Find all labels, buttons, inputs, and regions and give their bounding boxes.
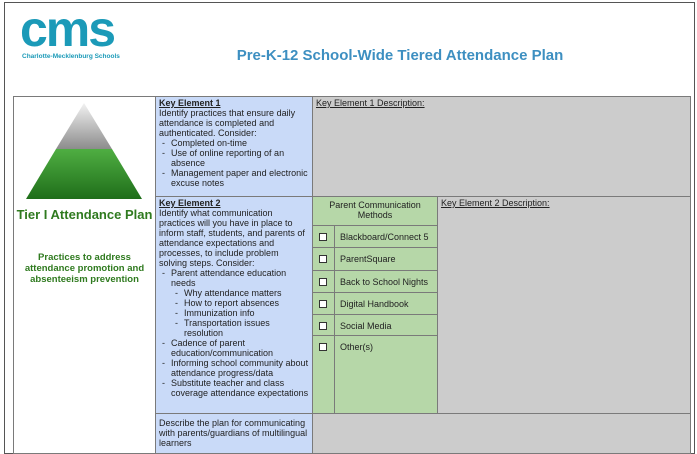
method-label: ParentSquare bbox=[340, 254, 396, 264]
method-row: Social Media bbox=[313, 314, 437, 337]
sub-item: How to report absences bbox=[175, 298, 309, 308]
key-element-2-description: Key Element 2 Description: bbox=[437, 196, 691, 414]
checkbox-cell bbox=[313, 336, 335, 414]
tier-heading: Tier I Attendance Plan bbox=[16, 207, 153, 222]
list-item: Parent attendance education needs Why at… bbox=[162, 268, 309, 338]
method-row: Back to School Nights bbox=[313, 270, 437, 293]
key-element-2-title: Key Element 2 bbox=[159, 198, 221, 208]
checkbox-cell bbox=[313, 315, 335, 337]
key-element-1: Key Element 1 Identify practices that en… bbox=[155, 96, 313, 197]
description-label: Key Element 2 Description: bbox=[441, 198, 550, 208]
description-label: Key Element 1 Description: bbox=[316, 98, 425, 108]
logo-subtitle: Charlotte-Mecklenburg Schools bbox=[22, 53, 120, 60]
key-element-2-intro: Identify what communication practices wi… bbox=[159, 208, 305, 268]
sub-item: Immunization info bbox=[175, 308, 309, 318]
method-label: Other(s) bbox=[340, 342, 374, 352]
key-element-1-title: Key Element 1 bbox=[159, 98, 221, 108]
logo: cms bbox=[20, 1, 116, 57]
sub-item: Transportation issues resolution bbox=[175, 318, 309, 338]
tier-subheading: Practices to address attendance promotio… bbox=[24, 252, 145, 285]
key-element-1-description: Key Element 1 Description: bbox=[312, 96, 691, 197]
method-label: Back to School Nights bbox=[340, 277, 429, 287]
multilingual-response bbox=[312, 413, 691, 454]
title: Pre-K-12 School-Wide Tiered Attendance P… bbox=[236, 47, 564, 64]
list-item: Cadence of parent education/communicatio… bbox=[162, 338, 309, 358]
checkbox-cell bbox=[313, 226, 335, 248]
list-item: Substitute teacher and class coverage at… bbox=[162, 378, 309, 398]
checkbox-cell bbox=[313, 271, 335, 293]
checkbox[interactable] bbox=[319, 300, 327, 308]
list-item: Management paper and electronic excuse n… bbox=[162, 168, 309, 188]
method-label: Social Media bbox=[340, 321, 392, 331]
checkbox-cell bbox=[313, 248, 335, 270]
list-item-text: Parent attendance education needs bbox=[171, 268, 287, 288]
multilingual-prompt: Describe the plan for communicating with… bbox=[155, 413, 313, 454]
pyramid-top bbox=[56, 103, 112, 149]
pyramid bbox=[26, 103, 142, 199]
checkbox[interactable] bbox=[319, 255, 327, 263]
method-row: ParentSquare bbox=[313, 247, 437, 270]
communication-methods: Parent Communication Methods Blackboard/… bbox=[312, 196, 438, 414]
list-item: Informing school community about attenda… bbox=[162, 358, 309, 378]
method-label: Blackboard/Connect 5 bbox=[340, 232, 429, 242]
communication-header: Parent Communication Methods bbox=[329, 200, 421, 220]
method-row: Other(s) bbox=[313, 335, 437, 414]
left-cell: Tier I Attendance Plan Practices to addr… bbox=[13, 96, 156, 454]
key-element-1-list: Completed on-time Use of online reportin… bbox=[159, 138, 309, 188]
sub-list: Why attendance matters How to report abs… bbox=[171, 288, 309, 338]
checkbox[interactable] bbox=[319, 322, 327, 330]
sub-item: Why attendance matters bbox=[175, 288, 309, 298]
method-row: Digital Handbook bbox=[313, 292, 437, 315]
key-element-2: Key Element 2 Identify what communicatio… bbox=[155, 196, 313, 414]
method-row: Blackboard/Connect 5 bbox=[313, 225, 437, 248]
checkbox-cell bbox=[313, 293, 335, 315]
list-item: Use of online reporting of an absence bbox=[162, 148, 309, 168]
pyramid-base bbox=[26, 149, 142, 199]
list-item: Completed on-time bbox=[162, 138, 309, 148]
key-element-1-intro: Identify practices that ensure daily att… bbox=[159, 108, 296, 138]
checkbox[interactable] bbox=[319, 233, 327, 241]
checkbox[interactable] bbox=[319, 343, 327, 351]
method-label: Digital Handbook bbox=[340, 299, 409, 309]
checkbox[interactable] bbox=[319, 278, 327, 286]
key-element-2-list: Parent attendance education needs Why at… bbox=[159, 268, 309, 398]
